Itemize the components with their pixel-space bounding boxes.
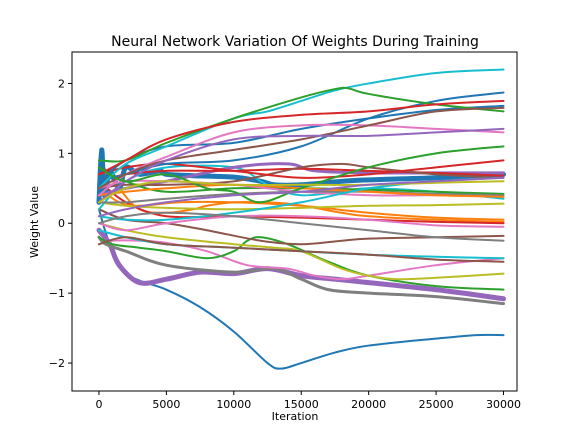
x-tick-label: 5000	[152, 398, 180, 411]
series-line-w36	[97, 236, 505, 263]
series-line-w34	[97, 214, 505, 232]
series-line-w27	[97, 86, 505, 163]
series-line-w6	[97, 208, 505, 246]
series-line-w12	[97, 201, 505, 211]
series-line-w11	[97, 187, 505, 221]
series-line-w33	[97, 180, 505, 204]
x-tick-label: 10000	[216, 398, 251, 411]
series-line-w30	[97, 106, 505, 190]
series-line-w3	[97, 235, 506, 306]
series-line-w31	[97, 127, 505, 204]
series-layer	[96, 68, 507, 370]
series-line-w37	[97, 176, 505, 218]
y-tick-label: 0	[58, 217, 65, 230]
series-line-w26	[97, 68, 505, 190]
y-axis-label: Weight Value	[28, 186, 41, 258]
x-tick-label: 30000	[486, 398, 521, 411]
plot-frame	[71, 51, 518, 392]
series-line-w18	[97, 166, 505, 195]
x-axis-ticks: 0 5000 10000 15000 20000 25000 30000	[95, 391, 521, 411]
y-tick-label: −1	[49, 287, 65, 300]
x-tick-label: 0	[95, 398, 102, 411]
x-tick-label: 20000	[351, 398, 386, 411]
y-tick-label: −2	[49, 357, 65, 370]
series-line-w29	[97, 99, 505, 176]
y-axis-ticks: −2 −1 0 1 2	[49, 77, 72, 370]
series-line-w32	[97, 145, 505, 204]
plot-area: 0 5000 10000 15000 20000 25000 30000 −2 −1 0 1 2	[49, 51, 521, 411]
series-line-w21	[97, 183, 505, 198]
series-line-w35	[97, 211, 505, 242]
x-tick-label: 15000	[284, 398, 319, 411]
y-tick-label: 2	[58, 77, 65, 90]
x-axis-label: Iteration	[272, 410, 319, 423]
chart-title: Neural Network Variation Of Weights Duri…	[111, 34, 479, 50]
series-line-w23	[97, 159, 505, 179]
y-tick-label: 1	[58, 147, 65, 160]
x-tick-label: 25000	[419, 398, 454, 411]
